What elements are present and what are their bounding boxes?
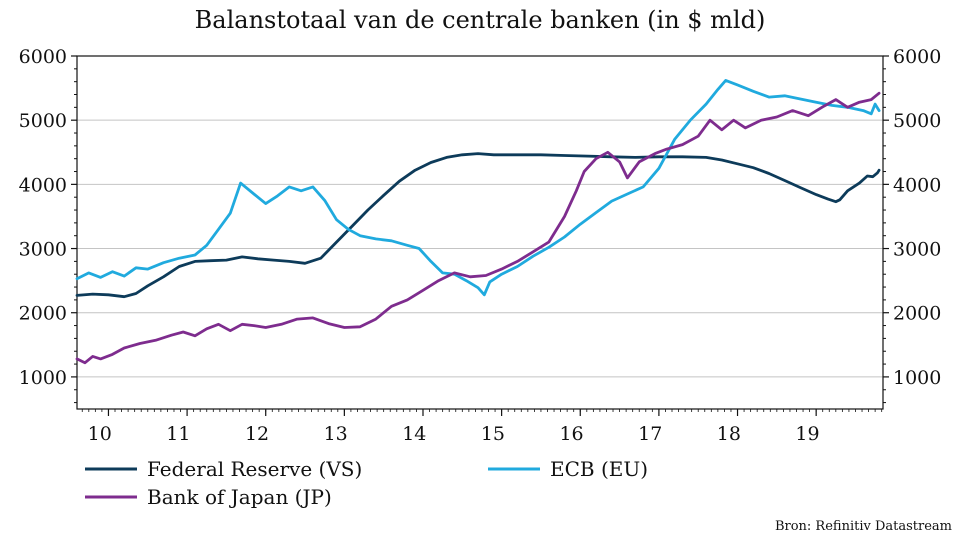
legend: Federal Reserve (VS) ECB (EU) Bank of Japa…	[85, 457, 648, 509]
x-tick-label: 18	[717, 423, 741, 445]
x-tick-label: 11	[166, 423, 190, 445]
x-tick-label: 12	[245, 423, 269, 445]
x-tick-label: 14	[402, 423, 426, 445]
y-tick-label-right: 5000	[893, 110, 941, 132]
y-tick-label-left: 3000	[19, 239, 67, 261]
y-tick-label-right: 2000	[893, 303, 941, 325]
y-tick-label-right: 4000	[893, 174, 941, 196]
plot-frame	[76, 55, 884, 410]
y-tick-label-left: 4000	[19, 174, 67, 196]
legend-label: ECB (EU)	[550, 457, 648, 481]
gridlines	[77, 119, 883, 378]
y-tick-label-left: 1000	[19, 367, 67, 389]
x-tick-label: 19	[795, 423, 819, 445]
series-line-0	[75, 152, 881, 299]
x-tick-label: 10	[88, 423, 112, 445]
y-tick-label-right: 6000	[893, 46, 941, 68]
x-tick-label: 17	[638, 423, 662, 445]
x-tick-label: 13	[324, 423, 348, 445]
y-axis-ticks: 1000 1000 2000 2000 3000 3000 4000 4000 5000 5000…	[19, 46, 941, 404]
legend-label: Federal Reserve (VS)	[147, 457, 362, 481]
x-axis-ticks: 10 11 12 13 14 15 16 17 18 19	[81, 409, 883, 445]
y-tick-label-left: 6000	[19, 46, 67, 68]
y-tick-label-right: 1000	[893, 367, 941, 389]
x-tick-label: 16	[559, 423, 583, 445]
y-tick-label-left: 5000	[19, 110, 67, 132]
x-tick-label: 15	[481, 423, 505, 445]
y-tick-label-right: 3000	[893, 239, 941, 261]
series-line-2	[75, 91, 881, 365]
y-tick-label-left: 2000	[19, 303, 67, 325]
source-note: Bron: Refinitiv Datastream	[775, 519, 952, 534]
series-line-1	[75, 79, 881, 297]
legend-label: Bank of Japan (JP)	[147, 485, 332, 509]
series-lines	[75, 79, 881, 365]
chart-title: Balanstotaal van de centrale banken (in …	[195, 6, 766, 34]
